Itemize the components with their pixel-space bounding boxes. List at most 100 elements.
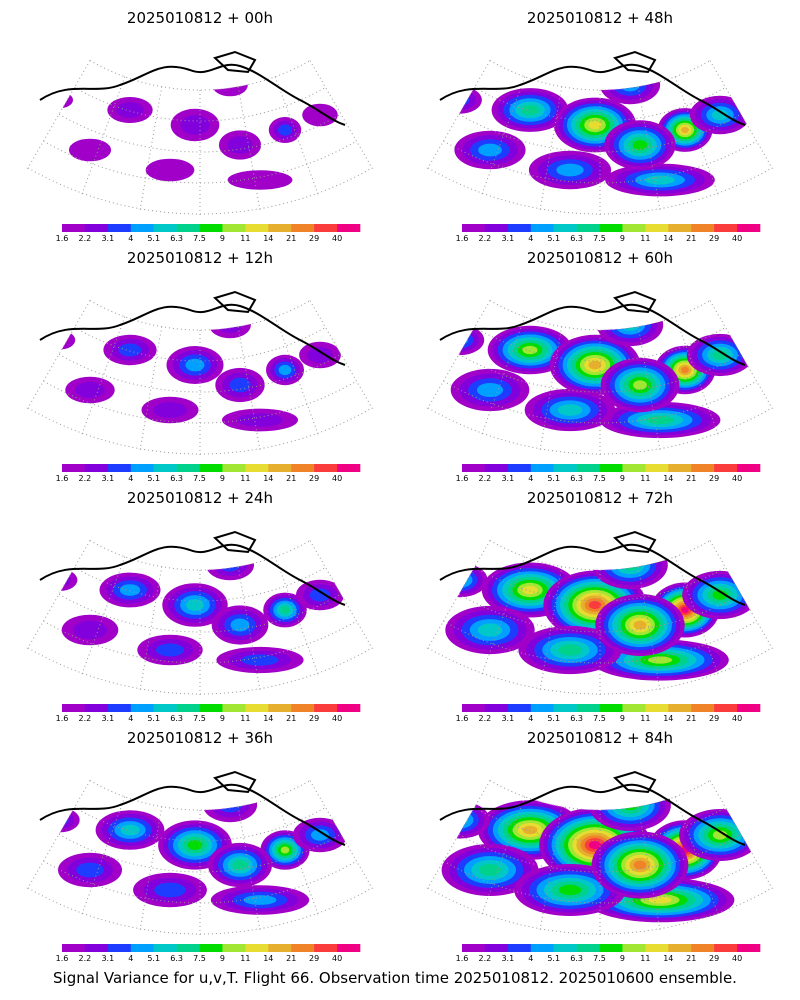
- forecast-panel: 2025010812 + 48h 1.6 2.2 3.1 4 5.1 6.3 7.5 9 11 14…: [427, 9, 773, 243]
- island-outline: [613, 50, 657, 74]
- colorbar-swatch: [714, 464, 738, 472]
- field-contour: [44, 330, 76, 350]
- variance-field: [438, 65, 751, 197]
- field-contour: [116, 102, 144, 118]
- colorbar-label: 1.6: [456, 234, 469, 243]
- coastline: [39, 303, 346, 366]
- colorbar-label: 6.3: [170, 714, 183, 723]
- colorbar-label: 21: [286, 954, 296, 963]
- figure-footer: Signal Variance for u,v,T. Flight 66. Ob…: [53, 969, 737, 987]
- field-contour: [521, 104, 539, 116]
- colorbar-swatch: [668, 224, 692, 232]
- colorbar-swatch: [130, 464, 154, 472]
- field-contour: [73, 620, 107, 640]
- colorbar-swatch: [530, 704, 554, 712]
- colorbar-label: 40: [332, 954, 342, 963]
- colorbar-label: 11: [640, 474, 650, 483]
- panel-title: 2025010812 + 84h: [527, 729, 673, 747]
- colorbar-label: 14: [263, 714, 273, 723]
- colorbar-label: 3.1: [101, 234, 114, 243]
- panel-title: 2025010812 + 48h: [527, 9, 673, 27]
- field-contour: [444, 90, 476, 110]
- colorbar-swatch: [714, 944, 738, 952]
- field-contour: [522, 585, 538, 595]
- colorbar-swatch: [222, 464, 246, 472]
- field-contour: [621, 559, 639, 571]
- field-contour: [558, 884, 582, 896]
- latlon-grid: [427, 540, 773, 695]
- colorbar-swatch: [107, 224, 132, 232]
- colorbar-swatch: [484, 224, 509, 232]
- colorbar-swatch: [599, 224, 623, 232]
- colorbar-label: 1.6: [456, 714, 469, 723]
- colorbar-label: 40: [332, 474, 342, 483]
- field-contour: [614, 315, 646, 335]
- colorbar: 1.6 2.2 3.1 4 5.1 6.3 7.5 9 11 14 21 29 40: [56, 464, 361, 483]
- colorbar-label: 6.3: [170, 474, 183, 483]
- colorbar-label: 1.6: [56, 474, 69, 483]
- colorbar-label: 40: [332, 714, 342, 723]
- colorbar-swatch: [107, 944, 132, 952]
- latlon-grid: [27, 60, 373, 215]
- panel-title: 2025010812 + 00h: [127, 9, 273, 27]
- field-contour: [212, 554, 248, 576]
- field-contour: [632, 140, 648, 150]
- field-contour: [557, 404, 583, 416]
- colorbar-swatch: [337, 944, 361, 952]
- colorbar-swatch: [84, 704, 109, 712]
- island-outline: [213, 530, 257, 554]
- variance-field: [435, 303, 754, 439]
- colorbar-label: 11: [240, 474, 250, 483]
- colorbar-label: 3.1: [501, 474, 514, 483]
- colorbar-swatch: [599, 704, 623, 712]
- field-contour: [145, 158, 195, 182]
- field-contour: [280, 846, 290, 854]
- colorbar-swatch: [691, 224, 715, 232]
- field-contour: [615, 555, 645, 575]
- field-contour: [620, 319, 640, 331]
- field-contour: [302, 103, 338, 127]
- panel-title: 2025010812 + 12h: [127, 249, 273, 267]
- colorbar-swatch: [199, 704, 223, 712]
- coastline: [439, 783, 746, 846]
- field-contour: [620, 78, 640, 92]
- field-contour: [588, 600, 602, 610]
- colorbar-swatch: [507, 944, 532, 952]
- colorbar-label: 11: [240, 954, 250, 963]
- colorbar-swatch: [462, 464, 486, 472]
- colorbar-swatch: [530, 224, 554, 232]
- colorbar-label: 1.6: [56, 714, 69, 723]
- colorbar-label: 2.2: [79, 954, 92, 963]
- colorbar-label: 5.1: [147, 954, 160, 963]
- colorbar-swatch: [668, 464, 692, 472]
- colorbar-swatch: [62, 704, 86, 712]
- island-outline: [213, 770, 257, 794]
- field-contour: [307, 347, 333, 363]
- field-contour: [311, 829, 329, 841]
- colorbar-label: 21: [286, 474, 296, 483]
- colorbar-label: 14: [263, 234, 273, 243]
- colorbar-label: 11: [640, 954, 650, 963]
- colorbar-label: 5.1: [147, 474, 160, 483]
- colorbar-label: 9: [220, 234, 225, 243]
- coastline: [39, 543, 346, 606]
- colorbar-swatch: [691, 704, 715, 712]
- field-contour: [451, 335, 469, 345]
- island-outline: [613, 770, 657, 794]
- panel-title: 2025010812 + 72h: [527, 489, 673, 507]
- colorbar-label: 3.1: [101, 954, 114, 963]
- colorbar-label: 7.5: [193, 714, 206, 723]
- colorbar-swatch: [645, 704, 669, 712]
- coastline: [439, 63, 746, 126]
- colorbar-swatch: [245, 944, 269, 952]
- colorbar-label: 4: [528, 954, 533, 963]
- field-contour: [76, 862, 104, 878]
- variance-field: [430, 780, 761, 923]
- colorbar-swatch: [62, 944, 86, 952]
- colorbar-label: 14: [263, 474, 273, 483]
- colorbar-swatch: [337, 704, 361, 712]
- colorbar-label: 11: [240, 714, 250, 723]
- colorbar-swatch: [622, 224, 646, 232]
- colorbar-swatch: [222, 224, 246, 232]
- colorbar-swatch: [462, 704, 486, 712]
